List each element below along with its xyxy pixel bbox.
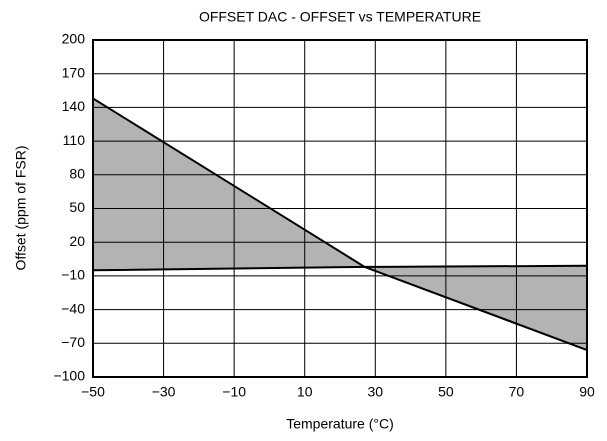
x-tick-label: −10 bbox=[222, 384, 246, 400]
x-tick-label: 90 bbox=[579, 384, 595, 400]
x-tick-label: 10 bbox=[297, 384, 313, 400]
shaded-region bbox=[93, 98, 587, 351]
x-tick-label: 70 bbox=[509, 384, 525, 400]
y-tick-label: 110 bbox=[63, 132, 86, 148]
x-tick-label: 30 bbox=[367, 384, 383, 400]
y-tick-label: −10 bbox=[61, 267, 85, 283]
data-line bbox=[92, 264, 588, 272]
y-tick-label: −70 bbox=[61, 334, 85, 350]
chart-title: OFFSET DAC - OFFSET vs TEMPERATURE bbox=[199, 9, 481, 25]
x-axis-label: Temperature (°C) bbox=[286, 416, 394, 432]
y-axis-label: Offset (ppm of FSR) bbox=[13, 146, 29, 271]
y-tick-label: 170 bbox=[62, 64, 86, 80]
y-tick-label: 20 bbox=[69, 233, 85, 249]
x-tick-label: −30 bbox=[152, 384, 176, 400]
plot-border bbox=[92, 39, 588, 378]
y-tick-label: −100 bbox=[53, 368, 85, 384]
y-tick-label: 50 bbox=[69, 199, 85, 215]
x-tick-label: −50 bbox=[81, 384, 105, 400]
y-tick-label: −40 bbox=[61, 300, 85, 316]
x-tick-label: 50 bbox=[438, 384, 454, 400]
y-tick-label: 80 bbox=[69, 166, 85, 182]
y-tick-label: 140 bbox=[62, 98, 86, 114]
y-tick-label: 200 bbox=[62, 31, 86, 47]
